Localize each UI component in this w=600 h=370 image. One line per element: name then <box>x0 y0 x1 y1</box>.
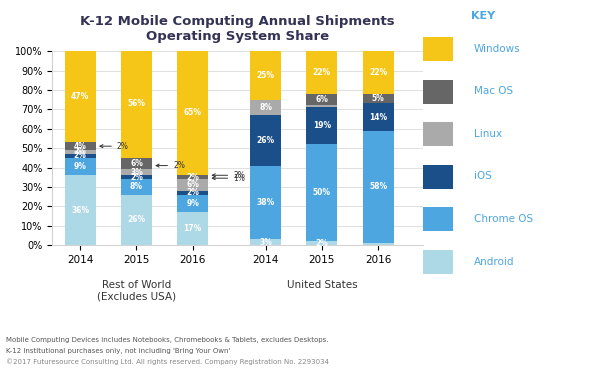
Bar <box>177 179 208 191</box>
Bar <box>362 131 394 243</box>
Text: 6%: 6% <box>316 95 328 104</box>
Text: 14%: 14% <box>369 112 387 122</box>
Text: K-12 Institutional purchases only, not including 'Bring Your Own': K-12 Institutional purchases only, not i… <box>6 348 230 354</box>
Bar <box>307 107 337 144</box>
Bar <box>177 175 208 179</box>
Text: iOS: iOS <box>474 171 492 182</box>
Text: 9%: 9% <box>186 199 199 208</box>
Text: Chrome OS: Chrome OS <box>474 214 533 224</box>
Text: 5%: 5% <box>371 94 385 103</box>
Text: 2%: 2% <box>130 173 143 182</box>
Text: 65%: 65% <box>184 108 202 117</box>
Text: 22%: 22% <box>313 68 331 77</box>
Text: 2%: 2% <box>186 173 199 182</box>
Text: 36%: 36% <box>71 206 89 215</box>
Title: K-12 Mobile Computing Annual Shipments
Operating System Share: K-12 Mobile Computing Annual Shipments O… <box>80 15 395 43</box>
Bar <box>307 94 337 105</box>
Bar <box>250 100 281 115</box>
Text: 19%: 19% <box>313 121 331 130</box>
Bar <box>362 94 394 104</box>
Bar <box>121 179 152 195</box>
Text: 6%: 6% <box>186 181 199 189</box>
Text: 26%: 26% <box>127 215 146 224</box>
Bar <box>362 51 394 94</box>
Bar <box>307 105 337 107</box>
Bar <box>307 144 337 241</box>
Bar <box>362 104 394 131</box>
Text: 8%: 8% <box>130 182 143 191</box>
Bar <box>307 241 337 245</box>
Bar <box>65 175 96 245</box>
Text: 2%: 2% <box>156 161 185 170</box>
Text: Windows: Windows <box>474 44 521 54</box>
Bar <box>65 51 96 142</box>
Text: 38%: 38% <box>257 198 275 207</box>
Bar <box>177 212 208 245</box>
Text: 3%: 3% <box>259 238 272 247</box>
Text: United States: United States <box>287 280 357 290</box>
Bar <box>307 51 337 94</box>
Bar <box>121 195 152 245</box>
Text: 50%: 50% <box>313 188 331 197</box>
Text: 22%: 22% <box>369 68 387 77</box>
Text: 47%: 47% <box>71 92 89 101</box>
Bar <box>65 154 96 158</box>
Bar <box>250 115 281 166</box>
Bar <box>250 51 281 100</box>
Bar <box>177 195 208 212</box>
Text: Android: Android <box>474 256 515 267</box>
Text: 6%: 6% <box>130 159 143 168</box>
Text: 2%: 2% <box>74 151 87 160</box>
Text: KEY: KEY <box>471 11 495 21</box>
Text: Mobile Computing Devices includes Notebooks, Chromebooks & Tablets, excludes Des: Mobile Computing Devices includes Notebo… <box>6 337 329 343</box>
Text: 25%: 25% <box>257 71 275 80</box>
Text: 2%: 2% <box>74 148 87 157</box>
Bar <box>362 243 394 245</box>
Text: 9%: 9% <box>74 162 87 171</box>
Text: 56%: 56% <box>127 99 145 108</box>
Bar <box>65 150 96 154</box>
Text: Mac OS: Mac OS <box>474 86 513 97</box>
Bar <box>250 239 281 245</box>
Text: 2%: 2% <box>316 239 328 248</box>
Bar <box>121 175 152 179</box>
Text: 3%: 3% <box>130 168 143 177</box>
Bar <box>121 169 152 175</box>
Text: 8%: 8% <box>259 103 272 112</box>
Text: 4%: 4% <box>74 142 87 151</box>
Text: 26%: 26% <box>257 136 275 145</box>
Bar <box>65 142 96 150</box>
Text: 17%: 17% <box>184 224 202 233</box>
Text: Rest of World
(Excludes USA): Rest of World (Excludes USA) <box>97 280 176 302</box>
Bar <box>121 49 152 158</box>
Bar <box>121 158 152 169</box>
Text: 2%: 2% <box>212 171 245 180</box>
Text: ©2017 Futuresource Consulting Ltd. All rights reserved. Company Registration No.: ©2017 Futuresource Consulting Ltd. All r… <box>6 359 329 366</box>
Text: 1%: 1% <box>212 174 245 183</box>
Text: Linux: Linux <box>474 129 502 139</box>
Bar <box>177 191 208 195</box>
Bar <box>250 166 281 239</box>
Bar <box>177 49 208 175</box>
Text: 2%: 2% <box>100 142 129 151</box>
Text: 2%: 2% <box>186 188 199 197</box>
Bar <box>65 158 96 175</box>
Text: 58%: 58% <box>369 182 387 191</box>
